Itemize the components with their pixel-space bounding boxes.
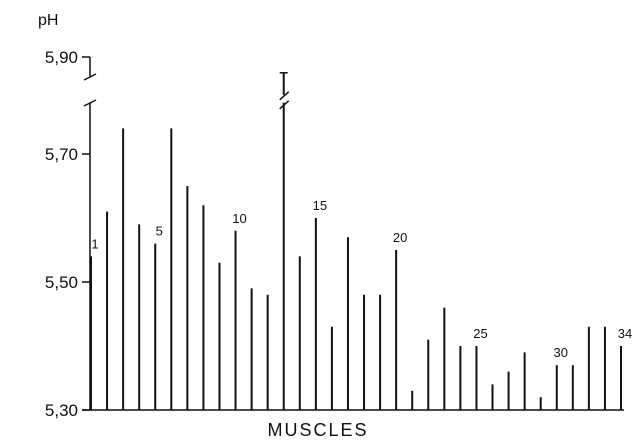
bar-label: 34 — [618, 326, 632, 341]
y-tick-label: 5,50 — [45, 273, 78, 292]
bar-label: 10 — [232, 211, 246, 226]
y-axis: 5,30 5,50 5,70 5,90 — [45, 48, 624, 420]
x-axis-label: MUSCLES — [267, 420, 368, 440]
axis-break-mark — [83, 99, 97, 107]
bar-label: 30 — [554, 345, 568, 360]
bar-break-mark — [279, 91, 290, 101]
y-tick-label: 5,90 — [45, 48, 78, 67]
bar-break-mark — [279, 100, 290, 110]
bar-label: 25 — [473, 326, 487, 341]
bar-label: 20 — [393, 230, 407, 245]
bar-label: 15 — [313, 198, 327, 213]
bar-label: 1 — [91, 236, 98, 251]
y-tick-label: 5,30 — [45, 401, 78, 420]
bar-label: 5 — [156, 224, 163, 239]
y-axis-label: pH — [38, 12, 58, 29]
axis-break-mark — [83, 73, 97, 81]
y-tick-label: 5,70 — [45, 145, 78, 164]
bars — [90, 72, 622, 410]
